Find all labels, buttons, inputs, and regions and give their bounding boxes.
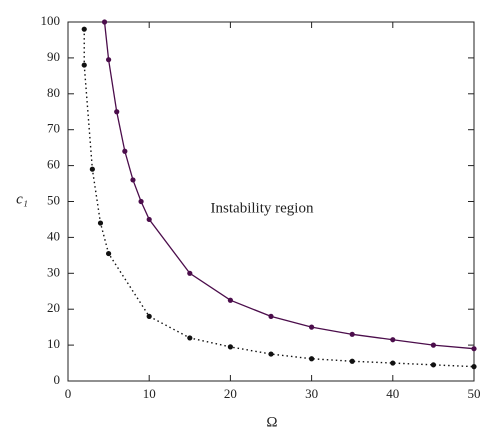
- data-point: [114, 109, 120, 115]
- data-point: [89, 166, 95, 172]
- y-tick-label: 90: [47, 49, 60, 64]
- data-point: [106, 57, 112, 63]
- data-point: [81, 26, 87, 32]
- y-tick-label: 70: [47, 121, 60, 136]
- y-axis-label: c₁: [16, 191, 28, 207]
- data-point: [268, 313, 274, 319]
- data-point: [146, 216, 152, 223]
- y-tick-label: 50: [47, 192, 60, 207]
- y-tick-label: 0: [54, 372, 61, 387]
- data-point: [122, 148, 128, 154]
- x-axis-label: Ω: [266, 414, 277, 430]
- data-point: [227, 297, 233, 303]
- data-point: [227, 344, 233, 350]
- y-tick-label: 40: [47, 228, 60, 243]
- data-point: [349, 331, 355, 337]
- x-tick-label: 40: [386, 386, 399, 401]
- data-point: [430, 362, 436, 368]
- data-point: [309, 356, 315, 362]
- data-point: [268, 351, 274, 357]
- y-tick-label: 60: [47, 157, 60, 172]
- y-tick-label: 10: [47, 336, 60, 351]
- y-tick-label: 100: [41, 13, 61, 28]
- data-point: [146, 313, 152, 319]
- y-tick-label: 30: [47, 264, 60, 279]
- y-tick-label: 80: [47, 85, 60, 100]
- x-tick-label: 30: [305, 386, 318, 401]
- data-point: [187, 270, 193, 276]
- data-point: [97, 220, 104, 226]
- series-line: [83, 29, 475, 368]
- data-point: [81, 62, 87, 68]
- data-point: [390, 360, 396, 366]
- data-point: [430, 342, 436, 348]
- data-point: [187, 335, 193, 341]
- series-line: [103, 21, 475, 350]
- data-point: [471, 364, 477, 370]
- annotation: Instability region: [211, 200, 314, 216]
- x-tick-label: 50: [468, 386, 481, 401]
- y-tick-label: 20: [47, 300, 60, 315]
- x-tick-label: 0: [65, 386, 72, 401]
- data-point: [309, 324, 315, 330]
- x-tick-label: 10: [143, 386, 156, 401]
- data-point: [106, 250, 112, 257]
- data-point: [471, 346, 477, 352]
- data-point: [390, 337, 396, 343]
- x-tick-label: 20: [224, 386, 237, 401]
- data-point: [349, 358, 355, 364]
- data-point: [138, 198, 144, 205]
- data-point: [101, 19, 108, 25]
- data-point: [130, 177, 136, 183]
